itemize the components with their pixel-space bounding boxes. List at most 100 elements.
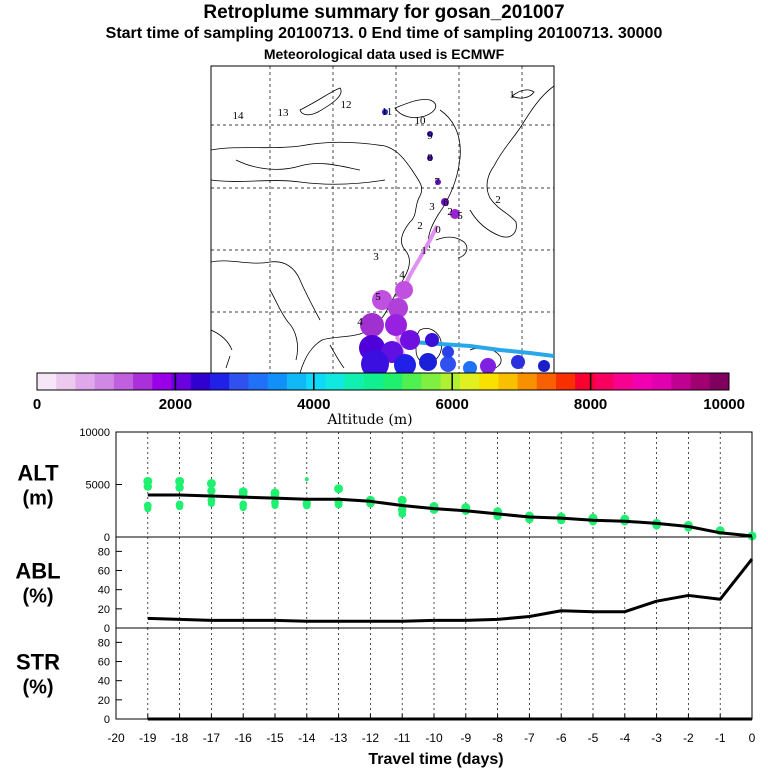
y-tick-label: 0: [104, 714, 110, 726]
colorbar-swatch: [133, 373, 153, 390]
map-annotation-label: 4: [357, 316, 363, 328]
panel-label: ABL: [15, 559, 60, 584]
x-tick-label: -9: [460, 731, 471, 745]
altitude-point: [302, 501, 311, 510]
colorbar-swatch: [440, 373, 461, 390]
altitude-point: [144, 505, 152, 513]
y-tick-label: 60: [98, 566, 110, 578]
x-axis-label: Travel time (days): [368, 751, 503, 768]
x-tick-label: -17: [203, 731, 221, 745]
chart-subtitle: Start time of sampling 20100713. 0 End t…: [105, 25, 663, 42]
plume-blob: [427, 131, 433, 137]
colorbar-swatch: [267, 373, 288, 390]
colorbar-swatch: [56, 373, 76, 390]
plume-blobs: [359, 109, 550, 373]
plume-blob: [441, 198, 449, 206]
trajectory-day-label: 11: [382, 106, 393, 118]
plume-blob: [538, 360, 550, 372]
trajectory-day-label: 4: [399, 269, 405, 281]
plume-blob: [440, 356, 456, 372]
y-tick-label: 80: [98, 546, 110, 558]
trajectory-day-label: 9: [427, 130, 433, 142]
series-line-abl: [147, 558, 754, 623]
x-tick-label: -2: [683, 731, 694, 745]
colorbar-swatch: [575, 373, 595, 390]
met-data-line: Meteorological data used is ECMWF: [263, 46, 505, 62]
colorbar-swatch: [190, 373, 211, 390]
trajectory-day-label: 7: [434, 176, 440, 188]
colorbar-swatch: [556, 373, 576, 390]
trajectory-day-label: 5: [457, 210, 463, 222]
x-tick-label: -16: [235, 731, 253, 745]
colorbar-swatch: [75, 373, 96, 390]
colorbar-swatch: [248, 373, 269, 390]
plume-blob: [395, 281, 413, 299]
series-line-alt: [147, 493, 753, 538]
x-tick-label: -4: [619, 731, 630, 745]
trajectory-day-label: 10: [415, 115, 427, 127]
plume-blob: [400, 330, 420, 350]
colorbar-swatch: [306, 373, 326, 390]
altitude-point: [175, 483, 184, 492]
colorbar-tick-label: 8000: [574, 396, 607, 413]
x-tick-label: -12: [362, 731, 380, 745]
timeseries-panels: 1000050000ALT(m)806040200ABL(%)806040200…: [15, 427, 757, 726]
colorbar-tick-label: 4000: [297, 396, 330, 413]
colorbar-swatch: [94, 373, 115, 390]
altitude-point: [175, 476, 185, 486]
colorbar-swatch: [690, 373, 711, 390]
plume-blob: [435, 179, 441, 185]
y-tick-label: 40: [98, 585, 110, 597]
altitude-point: [398, 510, 407, 518]
colorbar-swatch: [594, 373, 615, 390]
altitude-point: [206, 478, 216, 488]
trajectory-day-label: 0: [435, 224, 441, 236]
plume-blob: [427, 155, 433, 161]
trajectory-day-label: 2: [417, 220, 423, 232]
chart-title: Retroplume summary for gosan_201007: [203, 2, 565, 23]
colorbar-swatch: [498, 373, 519, 390]
plume-blob: [385, 314, 407, 336]
plume-blob: [480, 358, 496, 373]
plume-blob: [361, 350, 389, 373]
plume-blob: [463, 361, 477, 373]
colorbar-frame: [36, 372, 730, 391]
x-tick-label: -6: [556, 731, 567, 745]
plume-blob: [450, 209, 460, 219]
y-tick-label: 20: [98, 604, 110, 616]
colorbar-swatch: [286, 373, 307, 390]
altitude-point: [207, 499, 215, 507]
y-tick-label: 20: [98, 695, 110, 707]
map-annotation-label: 5: [375, 291, 381, 303]
map-annotation-label: 2: [447, 206, 453, 218]
panel-label: STR: [16, 650, 60, 675]
plume-blob: [360, 313, 384, 337]
colorbar-swatch: [479, 373, 499, 390]
altitude-point: [397, 495, 407, 505]
x-axis: -20 -19 -18 -17 -16 -15 -14 -13 -12 -11 -10 -9 -8 -7-…: [107, 714, 756, 768]
colorbar-swatch: [421, 373, 442, 390]
colorbar-swatch: [459, 373, 480, 390]
x-tick-label: -10: [425, 731, 443, 745]
colorbar-swatch: [37, 373, 57, 390]
colorbar-swatch: [171, 373, 192, 390]
colorbar-swatch: [210, 373, 230, 390]
panel-unit-label: (%): [22, 677, 53, 699]
x-tick-label: -19: [139, 731, 157, 745]
altitude-point: [239, 504, 247, 512]
colorbar-swatch: [613, 373, 634, 390]
colorbar-label: Altitude (m): [326, 412, 412, 428]
x-tick-label: -7: [524, 731, 535, 745]
trajectory-day-label: 6: [443, 197, 449, 209]
x-tick-label: -8: [492, 731, 503, 745]
trajectory-day-label: 13: [278, 107, 290, 119]
altitude-point: [304, 477, 309, 482]
y-tick-label: 80: [98, 637, 110, 649]
y-tick-label: 0: [104, 532, 110, 544]
x-tick-label: -20: [107, 731, 125, 745]
x-tick-label: 0: [749, 731, 756, 745]
colorbar-swatch: [652, 373, 672, 390]
